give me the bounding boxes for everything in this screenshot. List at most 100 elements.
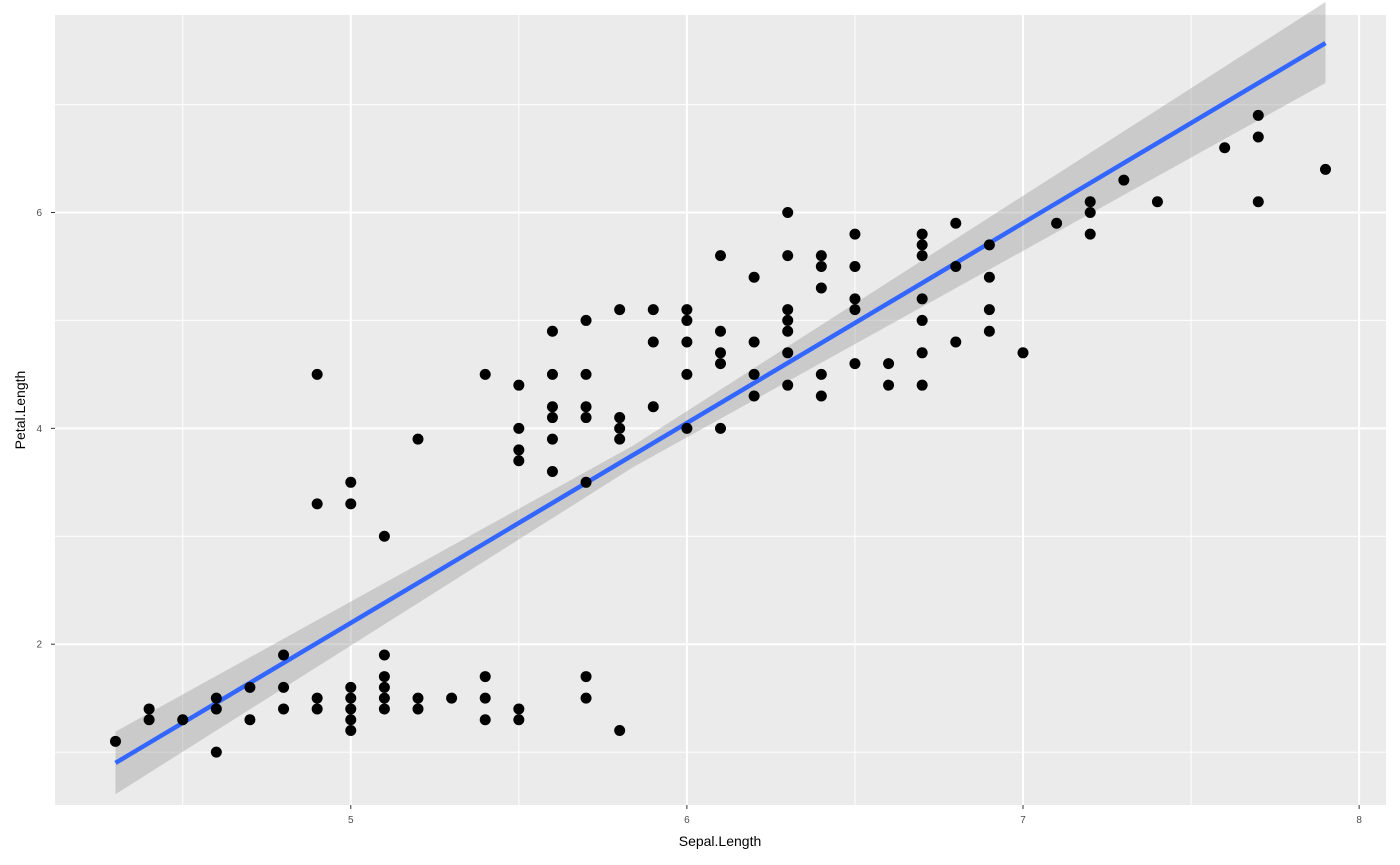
- data-point: [513, 703, 525, 715]
- data-point: [681, 304, 693, 316]
- data-point: [580, 692, 592, 704]
- data-point: [916, 379, 928, 391]
- data-points: [110, 109, 1331, 758]
- data-point: [1151, 196, 1163, 208]
- data-point: [849, 304, 861, 316]
- data-point: [916, 228, 928, 240]
- data-point: [479, 692, 491, 704]
- panel-background: [55, 15, 1386, 805]
- data-point: [345, 681, 357, 693]
- data-point: [546, 368, 558, 380]
- data-point: [210, 703, 222, 715]
- data-point: [278, 681, 290, 693]
- data-point: [614, 412, 626, 424]
- data-point: [815, 250, 827, 262]
- data-point: [479, 714, 491, 726]
- data-point: [378, 649, 390, 661]
- data-point: [647, 401, 659, 413]
- minor-gridlines: [55, 15, 1386, 805]
- x-tick-label: 5: [348, 815, 354, 826]
- x-axis: 5 6 7 8: [348, 805, 1362, 826]
- data-point: [210, 746, 222, 758]
- data-point: [513, 379, 525, 391]
- data-point: [110, 735, 121, 747]
- data-point: [210, 692, 222, 704]
- data-point: [849, 293, 861, 305]
- data-point: [1084, 196, 1096, 208]
- data-point: [1084, 228, 1096, 240]
- data-point: [345, 725, 357, 737]
- data-point: [715, 358, 726, 370]
- data-point: [1252, 109, 1264, 121]
- data-point: [278, 649, 290, 661]
- data-point: [647, 304, 659, 316]
- data-point: [681, 422, 693, 434]
- data-point: [614, 725, 626, 737]
- data-point: [1252, 131, 1264, 143]
- data-point: [883, 358, 895, 370]
- data-point: [479, 368, 491, 380]
- data-point: [950, 217, 962, 229]
- data-point: [1084, 207, 1096, 218]
- data-point: [1017, 347, 1029, 359]
- data-point: [849, 228, 861, 240]
- data-point: [782, 250, 794, 262]
- data-point: [782, 347, 794, 359]
- data-point: [378, 530, 390, 542]
- data-point: [345, 692, 357, 704]
- data-point: [546, 325, 558, 337]
- data-point: [715, 347, 726, 359]
- data-point: [883, 379, 895, 391]
- data-point: [983, 239, 995, 251]
- data-point: [1118, 174, 1130, 186]
- data-point: [983, 304, 995, 316]
- data-point: [1051, 217, 1063, 229]
- y-tick-label: 2: [36, 640, 42, 651]
- data-point: [1320, 163, 1331, 175]
- data-point: [546, 401, 558, 413]
- data-point: [916, 293, 928, 305]
- data-point: [1219, 142, 1231, 154]
- data-point: [849, 260, 861, 272]
- data-point: [748, 271, 760, 283]
- data-point: [647, 336, 659, 348]
- data-point: [311, 368, 323, 380]
- data-point: [681, 336, 693, 348]
- y-tick-label: 4: [36, 424, 42, 435]
- data-point: [513, 444, 525, 456]
- data-point: [681, 368, 693, 380]
- data-point: [782, 325, 794, 337]
- data-point: [983, 325, 995, 337]
- x-tick-label: 6: [684, 815, 690, 826]
- data-point: [950, 260, 962, 272]
- data-point: [513, 714, 525, 726]
- data-point: [345, 498, 357, 510]
- data-point: [546, 433, 558, 445]
- data-point: [244, 681, 256, 693]
- data-point: [748, 390, 760, 402]
- data-point: [916, 250, 928, 262]
- data-point: [479, 671, 491, 683]
- data-point: [378, 671, 390, 683]
- x-axis-title: Sepal.Length: [679, 833, 762, 849]
- data-point: [614, 422, 626, 434]
- data-point: [983, 271, 995, 283]
- data-point: [916, 347, 928, 359]
- data-point: [143, 703, 155, 715]
- data-point: [916, 239, 928, 251]
- data-point: [513, 422, 525, 434]
- data-point: [782, 304, 794, 316]
- data-point: [815, 282, 827, 294]
- data-point: [580, 368, 592, 380]
- data-point: [580, 476, 592, 488]
- data-point: [815, 260, 827, 272]
- regression-line: [114, 41, 1327, 765]
- data-point: [546, 412, 558, 424]
- data-point: [614, 304, 626, 316]
- x-tick-label: 8: [1356, 815, 1362, 826]
- data-point: [1252, 196, 1264, 208]
- data-point: [950, 336, 962, 348]
- data-point: [715, 325, 726, 337]
- confidence-band: [115, 2, 1326, 795]
- data-point: [715, 250, 726, 262]
